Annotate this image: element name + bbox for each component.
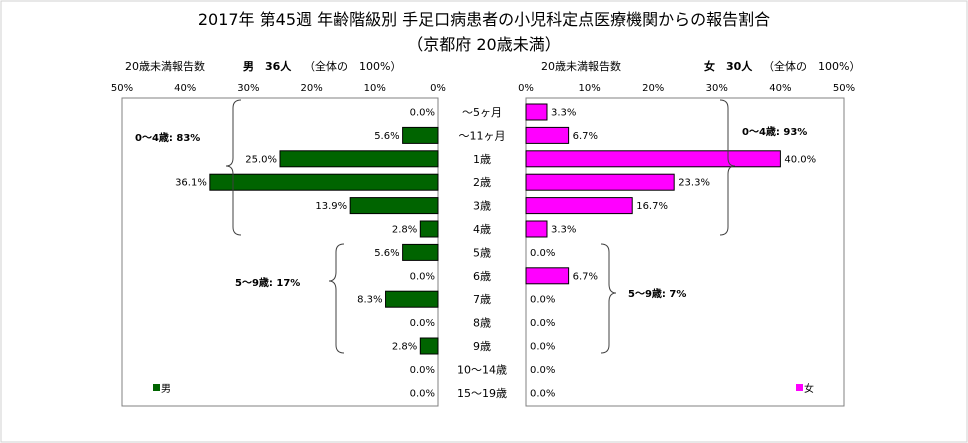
right-bars: 3.3% 6.7% 40.0% 23.3% 16.7% 3.3% 0.0% 6.7% 0.0% 0… — [525, 103, 816, 399]
left-bars: 0.0% 5.6% 25.0% 36.1% 13.9% 2.8% 5.6% 0.0% 8.3% 0… — [175, 108, 439, 399]
male-bar — [279, 150, 439, 168]
female-data-label: 0.0% — [530, 388, 555, 399]
category-label: 7歳 — [473, 293, 491, 306]
left-group-label-5-9: 5～9歳: 17% — [235, 276, 300, 289]
left-total-label: （全体の 100%） — [304, 59, 401, 73]
female-bar — [525, 103, 548, 121]
male-bar — [419, 337, 439, 355]
female-data-label: 0.0% — [530, 295, 555, 306]
category-label: 10～14歳 — [457, 363, 507, 376]
female-data-label: 23.3% — [678, 178, 710, 189]
category-label: 9歳 — [473, 340, 491, 353]
right-tick-label: 50% — [833, 83, 855, 94]
right-legend-label: 女 — [804, 382, 814, 395]
male-data-label: 0.0% — [410, 318, 435, 329]
category-label: 15～19歳 — [457, 387, 507, 400]
female-data-label: 3.3% — [551, 225, 576, 236]
category-label: 5歳 — [473, 246, 491, 259]
male-data-label: 36.1% — [175, 178, 207, 189]
female-data-label: 16.7% — [636, 201, 668, 212]
male-data-label: 5.6% — [374, 248, 399, 259]
chart-title: 2017年 第45週 年齢階級別 手足口病患者の小児科定点医療機関からの報告割合 — [197, 10, 771, 29]
female-bar — [525, 173, 675, 191]
right-legend-swatch — [796, 384, 803, 391]
female-data-label: 40.0% — [784, 154, 816, 165]
category-labels: ～5ヶ月 ～11ヶ月 1歳 2歳 3歳 4歳 5歳 6歳 7歳 8歳 9歳 10～14歳 15～19歳 — [457, 106, 507, 400]
male-data-label: 2.8% — [392, 342, 417, 353]
female-bar — [525, 220, 548, 238]
female-data-label: 6.7% — [573, 131, 598, 142]
male-bar — [349, 197, 439, 215]
female-data-label: 0.0% — [530, 342, 555, 353]
right-tick-label: 40% — [769, 83, 791, 94]
category-label: 4歳 — [473, 223, 491, 236]
category-label: 2歳 — [473, 176, 491, 189]
male-data-label: 5.6% — [374, 131, 399, 142]
category-label: 6歳 — [473, 270, 491, 283]
male-bar — [419, 220, 439, 238]
left-brace-5-9 — [328, 243, 345, 354]
female-data-label: 3.3% — [551, 108, 576, 119]
left-tick-label: 0% — [430, 83, 446, 94]
right-tick-label: 0% — [518, 83, 534, 94]
male-data-label: 0.0% — [410, 388, 435, 399]
male-bar — [402, 126, 439, 144]
right-brace-0-4 — [719, 99, 736, 236]
left-legend-swatch — [153, 384, 160, 391]
female-bar — [525, 197, 633, 215]
male-data-label: 25.0% — [245, 154, 277, 165]
male-bar — [209, 173, 439, 191]
female-bar — [525, 150, 781, 168]
left-tick-label: 50% — [111, 83, 133, 94]
category-label: ～5ヶ月 — [462, 106, 502, 119]
left-plot-area — [121, 97, 439, 407]
left-tick-label: 40% — [174, 83, 196, 94]
left-axis-ticks: 50% 40% 30% 20% 10% 0% — [111, 83, 446, 94]
male-data-label: 13.9% — [315, 201, 347, 212]
right-tick-label: 20% — [642, 83, 664, 94]
right-count-label: 女 30人 — [704, 59, 753, 73]
male-data-label: 0.0% — [410, 365, 435, 376]
female-data-label: 6.7% — [573, 271, 598, 282]
female-data-label: 0.0% — [530, 365, 555, 376]
left-tick-label: 10% — [364, 83, 386, 94]
male-data-label: 2.8% — [392, 225, 417, 236]
right-tick-label: 30% — [706, 83, 728, 94]
male-bar — [402, 243, 439, 261]
male-data-label: 8.3% — [357, 295, 382, 306]
left-header: 20歳未満報告数 — [125, 60, 205, 73]
right-axis-ticks: 0% 10% 20% 30% 40% 50% — [518, 83, 855, 94]
female-data-label: 0.0% — [530, 248, 555, 259]
chart-subtitle: （京都府 20歳未満） — [407, 35, 561, 54]
female-data-label: 0.0% — [530, 318, 555, 329]
right-brace-5-9 — [600, 243, 617, 354]
right-group-label-0-4: 0～4歳: 93% — [742, 125, 807, 138]
category-label: 3歳 — [473, 200, 491, 213]
category-label: 8歳 — [473, 317, 491, 330]
left-tick-label: 20% — [300, 83, 322, 94]
left-count-label: 男 36人 — [243, 59, 292, 73]
male-data-label: 0.0% — [410, 108, 435, 119]
category-label: 1歳 — [473, 153, 491, 166]
left-tick-label: 30% — [237, 83, 259, 94]
left-group-label-0-4: 0～4歳: 83% — [135, 131, 200, 144]
male-bar — [385, 290, 439, 308]
category-label: ～11ヶ月 — [459, 129, 506, 142]
left-brace-0-4 — [225, 99, 242, 236]
male-data-label: 0.0% — [410, 271, 435, 282]
right-plot-area — [525, 97, 845, 407]
right-group-label-5-9: 5～9歳: 7% — [628, 287, 686, 300]
female-bar — [525, 126, 570, 144]
right-tick-label: 10% — [578, 83, 600, 94]
right-header: 20歳未満報告数 — [541, 60, 621, 73]
right-total-label: （全体の 100%） — [763, 59, 860, 73]
left-legend-label: 男 — [161, 383, 171, 395]
female-bar — [525, 267, 570, 285]
